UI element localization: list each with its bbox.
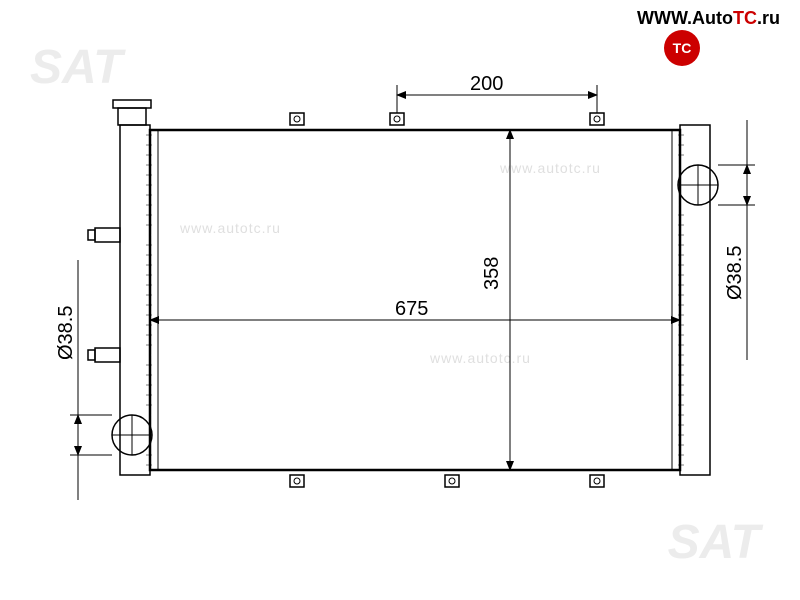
dim-right-port-value: Ø38.5: [724, 246, 746, 300]
left-tank: [120, 125, 150, 475]
filler-cap: [113, 100, 151, 125]
dim-right-port: Ø38.5: [718, 120, 755, 360]
dim-height-value: 358: [481, 257, 503, 290]
dim-width-value: 675: [395, 298, 428, 320]
left-fittings: [88, 228, 120, 362]
mount-tabs-top: [290, 113, 604, 125]
dim-width: 675: [150, 298, 680, 320]
radiator-diagram: 200 675 358 Ø38.5 Ø38.5: [0, 0, 800, 600]
dim-left-port: Ø38.5: [55, 260, 112, 500]
mount-tabs-bottom: [290, 475, 604, 487]
dim-left-port-value: Ø38.5: [55, 306, 77, 360]
dim-top-offset-value: 200: [470, 73, 503, 95]
dim-height: 358: [481, 130, 510, 470]
port-left-bottom: [112, 415, 152, 455]
port-right-top: [678, 165, 718, 205]
dim-top-offset: 200: [397, 73, 597, 113]
right-tank: [680, 125, 710, 475]
